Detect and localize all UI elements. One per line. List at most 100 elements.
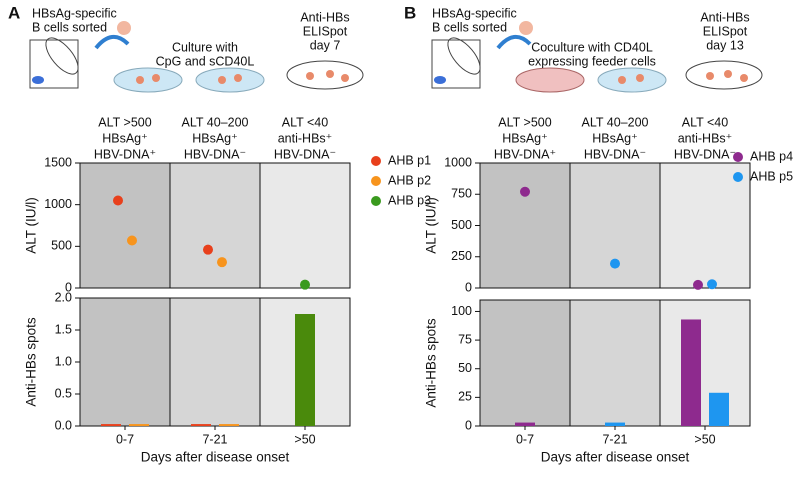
group-header: HBV-DNA⁺ <box>494 147 556 161</box>
x-tick-label: 7-21 <box>202 432 227 446</box>
bar <box>681 319 701 426</box>
schematic-text: Anti-HBs <box>300 10 349 24</box>
category-band <box>479 162 571 289</box>
y-axis-label: Anti-HBs spots <box>24 317 39 407</box>
category-band <box>79 297 171 427</box>
category-band <box>569 299 661 427</box>
group-header: HBV-DNA⁻ <box>274 147 336 161</box>
schematic-b <box>431 21 763 93</box>
dish <box>113 67 183 93</box>
y-tick-label: 1500 <box>44 155 72 169</box>
category-band <box>659 299 751 427</box>
group-header: HBV-DNA⁻ <box>184 147 246 161</box>
y-axis-label: Anti-HBs spots <box>424 318 439 408</box>
cells <box>434 76 446 84</box>
category-band <box>569 162 661 289</box>
cells <box>32 76 44 84</box>
x-tick-label: >50 <box>294 432 315 446</box>
legend-marker <box>733 172 743 182</box>
y-tick-label: 0 <box>465 280 472 294</box>
schematic-text: Coculture with CD40L <box>531 40 653 54</box>
group-header: HBsAg⁺ <box>502 131 548 145</box>
legend-label: AHB p4 <box>750 149 793 163</box>
dish <box>195 67 265 93</box>
cell <box>117 21 131 35</box>
y-tick-label: 500 <box>51 239 72 253</box>
gate <box>447 37 481 75</box>
y-tick-label: 0 <box>65 280 72 294</box>
group-header: HBV-DNA⁻ <box>584 147 646 161</box>
group-header: HBsAg⁺ <box>192 131 238 145</box>
gate <box>45 37 79 75</box>
bar <box>515 422 535 426</box>
schematic-text: ELISpot <box>703 24 748 38</box>
bar <box>295 314 315 426</box>
y-tick-label: 50 <box>458 361 472 375</box>
schematic-text: B cells sorted <box>432 20 507 34</box>
schematic-text: Anti-HBs <box>700 10 749 24</box>
x-axis-label: Days after disease onset <box>541 450 690 465</box>
group-header: ALT <40 <box>282 115 328 129</box>
schematic-text: expressing feeder cells <box>528 54 656 68</box>
group-header: HBV-DNA⁻ <box>674 147 736 161</box>
legend-marker <box>371 156 381 166</box>
legend-marker <box>733 152 743 162</box>
schematic-text: day 13 <box>706 38 744 52</box>
cell <box>519 21 533 35</box>
panel-label: A <box>8 3 20 22</box>
y-tick-label: 750 <box>451 187 472 201</box>
bar <box>709 392 729 426</box>
category-band <box>169 297 261 427</box>
legend-label: AHB p3 <box>388 193 431 207</box>
group-header: ALT >500 <box>98 115 151 129</box>
point <box>127 235 137 246</box>
category-band <box>479 299 571 427</box>
x-tick-label: >50 <box>694 432 715 446</box>
y-axis-label: ALT (IU/l) <box>424 197 439 254</box>
schematic-text: CpG and sCD40L <box>156 54 255 68</box>
y-tick-label: 1000 <box>44 197 72 211</box>
y-tick-label: 0.5 <box>55 386 72 400</box>
bar <box>219 424 239 426</box>
schematic-text: Culture with <box>172 40 238 54</box>
y-tick-label: 25 <box>458 390 472 404</box>
arrow <box>496 35 532 50</box>
y-tick-label: 250 <box>451 249 472 263</box>
legend-label: AHB p5 <box>750 169 793 183</box>
group-header: HBsAg⁺ <box>102 131 148 145</box>
category-band <box>259 162 351 289</box>
panel-label: B <box>404 3 416 22</box>
bar <box>191 424 211 426</box>
point <box>707 279 717 290</box>
y-tick-label: 75 <box>458 332 472 346</box>
schematic-text: ELISpot <box>303 24 348 38</box>
dish <box>597 67 667 93</box>
bar <box>101 424 121 426</box>
legend-label: AHB p2 <box>388 173 431 187</box>
group-header: ALT <40 <box>682 115 728 129</box>
point <box>203 244 213 255</box>
y-tick-label: 2.0 <box>55 290 72 304</box>
legend-marker <box>371 196 381 206</box>
x-axis-label: Days after disease onset <box>141 450 290 465</box>
x-tick-label: 7-21 <box>602 432 627 446</box>
point <box>610 258 620 269</box>
point <box>113 195 123 206</box>
schematic-a <box>29 21 364 93</box>
y-axis-label: ALT (IU/l) <box>24 197 39 254</box>
bar <box>129 424 149 426</box>
schematic-text: B cells sorted <box>32 20 107 34</box>
point <box>217 257 227 268</box>
y-tick-label: 1.0 <box>55 354 72 368</box>
schematic-text: day 7 <box>310 38 341 52</box>
category-band <box>79 162 171 289</box>
point <box>520 186 530 197</box>
arrow <box>94 35 130 50</box>
dish <box>515 67 585 93</box>
group-header: anti-HBs⁺ <box>278 131 333 145</box>
category-band <box>659 162 751 289</box>
point <box>693 279 703 290</box>
group-header: ALT >500 <box>498 115 551 129</box>
x-tick-label: 0-7 <box>516 432 534 446</box>
